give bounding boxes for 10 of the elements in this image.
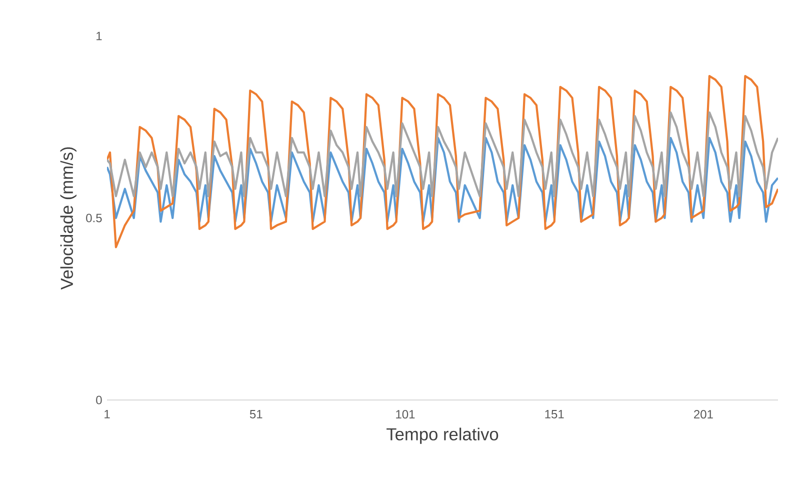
x-axis-title: Tempo relativo — [386, 428, 498, 444]
x-tick-label: 201 — [694, 410, 713, 419]
y-tick-label: 0.5 — [86, 214, 102, 222]
x-tick-label: 101 — [396, 410, 415, 419]
x-tick-label: 1 — [104, 410, 110, 418]
y-tick-label: 1 — [96, 32, 102, 40]
y-axis-title: Velocidade (mm/s) — [60, 147, 76, 290]
x-tick-label: 151 — [545, 410, 564, 418]
x-tick-label: 51 — [250, 410, 262, 418]
y-tick-label: 0 — [96, 396, 102, 404]
